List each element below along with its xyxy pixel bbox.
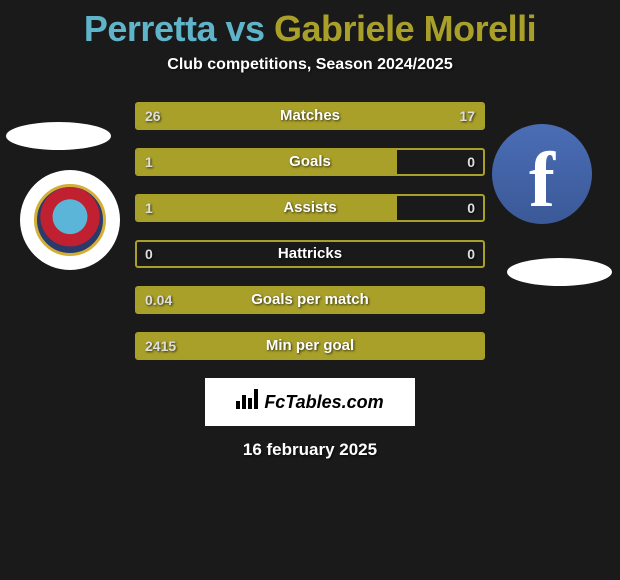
stat-value-right: 0 [467,242,475,266]
subtitle: Club competitions, Season 2024/2025 [0,56,620,74]
right-ellipse [507,258,612,286]
stat-value-left: 0 [145,242,153,266]
stat-row: Hattricks0 0 [135,240,485,268]
facebook-icon: f [492,124,592,224]
stat-label: Min per goal [137,334,483,358]
left-ellipse [6,122,111,150]
stats-container: Matches2617Goals10Assists10Hattricks00Go… [135,102,485,360]
stat-label: Hattricks [137,242,483,266]
date-text: 16 february 2025 [0,440,620,460]
stat-row: Assists1 0 [135,194,485,222]
stat-row: Goals per match0.04 [135,286,485,314]
player2-name: Gabriele Morelli [274,8,536,49]
stat-value-left: 2415 [145,334,176,358]
stat-label: Matches [137,104,483,128]
stat-value-left: 1 [145,150,153,174]
stat-row: Matches26 17 [135,102,485,130]
stat-row: Min per goal2415 [135,332,485,360]
vs-text: vs [216,8,274,49]
stat-value-left: 1 [145,196,153,220]
stat-value-left: 0.04 [145,288,172,312]
stat-value-right: 17 [459,104,475,128]
club-badge-icon [34,184,106,256]
stat-value-right: 0 [467,196,475,220]
player1-name: Perretta [84,8,216,49]
stat-label: Goals per match [137,288,483,312]
stat-row: Goals1 0 [135,148,485,176]
brand-text: FcTables.com [264,392,383,413]
right-social-circle[interactable]: f [492,124,592,224]
page-title: Perretta vs Gabriele Morelli [0,0,620,50]
chart-icon [236,389,258,415]
stat-value-left: 26 [145,104,161,128]
left-club-circle [20,170,120,270]
stat-label: Goals [137,150,483,174]
stat-value-right: 0 [467,150,475,174]
stat-label: Assists [137,196,483,220]
brand-logo[interactable]: FcTables.com [205,378,415,426]
